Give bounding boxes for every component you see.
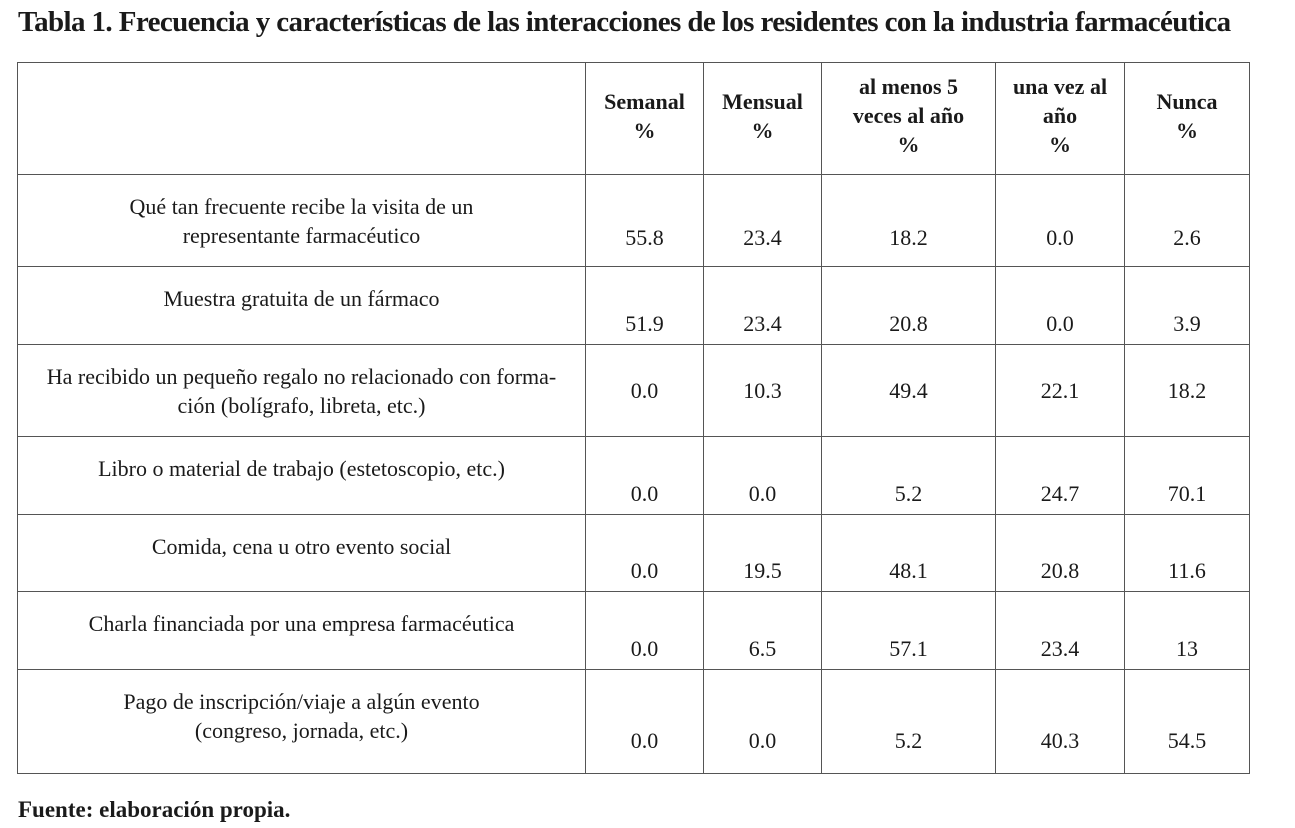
row-label-line: Qué tan frecuente recibe la visita de un bbox=[129, 194, 474, 219]
header-line: Semanal bbox=[604, 88, 685, 114]
row-label-line: ción (bolígrafo, libreta, etc.) bbox=[177, 392, 426, 418]
row-label-line: Pago de inscripción/viaje a algún evento bbox=[123, 689, 480, 714]
source-note: Fuente: elaboración propia. bbox=[18, 797, 291, 822]
row-label: Libro o material de trabajo (estetoscopi… bbox=[17, 436, 586, 515]
header-line: al menos 5 bbox=[859, 74, 958, 99]
cell-una-vez-al-ano: 40.3 bbox=[995, 669, 1125, 774]
column-header-al-menos-5: al menos 5 veces al año % bbox=[821, 62, 996, 175]
row-label-line: Muestra gratuita de un fármaco bbox=[163, 286, 440, 311]
table-row: Qué tan frecuente recibe la visita de un… bbox=[17, 174, 1250, 267]
row-label-line: Libro o material de trabajo (estetoscopi… bbox=[98, 456, 505, 481]
cell-nunca: 2.6 bbox=[1124, 174, 1250, 267]
cell-semanal: 0.0 bbox=[585, 591, 704, 670]
cell-una-vez-al-ano: 0.0 bbox=[995, 174, 1125, 267]
row-label: Pago de inscripción/viaje a algún evento… bbox=[17, 669, 586, 774]
cell-mensual: 0.0 bbox=[703, 436, 822, 515]
row-label-line: Ha recibido un pequeño regalo no relacio… bbox=[46, 363, 557, 389]
header-line: % bbox=[1176, 117, 1198, 143]
table-row: Ha recibido un pequeño regalo no relacio… bbox=[17, 344, 1250, 437]
cell-mensual: 10.3 bbox=[703, 344, 822, 437]
row-label-line: Comida, cena u otro evento social bbox=[151, 534, 452, 559]
cell-una-vez-al-ano: 23.4 bbox=[995, 591, 1125, 670]
header-empty-cell bbox=[17, 62, 586, 175]
cell-nunca: 54.5 bbox=[1124, 669, 1250, 774]
table-header-row: Semanal % Mensual % al menos 5 veces al … bbox=[17, 62, 1250, 175]
cell-mensual: 23.4 bbox=[703, 174, 822, 267]
frequency-table: Semanal % Mensual % al menos 5 veces al … bbox=[17, 62, 1250, 774]
cell-una-vez-al-ano: 0.0 bbox=[995, 266, 1125, 345]
table-row: Comida, cena u otro evento social 0.0 19… bbox=[17, 514, 1250, 592]
column-header-nunca: Nunca % bbox=[1124, 62, 1250, 175]
cell-semanal: 0.0 bbox=[585, 344, 704, 437]
column-header-semanal: Semanal % bbox=[585, 62, 704, 175]
cell-al-menos-5: 20.8 bbox=[821, 266, 996, 345]
cell-mensual: 0.0 bbox=[703, 669, 822, 774]
header-line: % bbox=[633, 117, 656, 143]
header-line: % bbox=[897, 132, 920, 157]
header-line: Mensual bbox=[722, 88, 803, 114]
header-line: año bbox=[1042, 103, 1078, 128]
cell-al-menos-5: 5.2 bbox=[821, 669, 996, 774]
row-label-line: representante farmacéutico bbox=[182, 223, 421, 248]
header-line: % bbox=[1049, 132, 1071, 157]
row-label: Ha recibido un pequeño regalo no relacio… bbox=[17, 344, 586, 437]
cell-una-vez-al-ano: 20.8 bbox=[995, 514, 1125, 592]
cell-al-menos-5: 5.2 bbox=[821, 436, 996, 515]
table-row: Muestra gratuita de un fármaco 51.9 23.4… bbox=[17, 266, 1250, 345]
table-title: Tabla 1. Frecuencia y características de… bbox=[18, 6, 1231, 38]
table-row: Pago de inscripción/viaje a algún evento… bbox=[17, 669, 1250, 774]
row-label: Charla financiada por una empresa farmac… bbox=[17, 591, 586, 670]
cell-al-menos-5: 49.4 bbox=[821, 344, 996, 437]
cell-una-vez-al-ano: 24.7 bbox=[995, 436, 1125, 515]
cell-semanal: 51.9 bbox=[585, 266, 704, 345]
header-line: % bbox=[751, 117, 774, 143]
cell-nunca: 70.1 bbox=[1124, 436, 1250, 515]
cell-al-menos-5: 18.2 bbox=[821, 174, 996, 267]
table-row: Libro o material de trabajo (estetoscopi… bbox=[17, 436, 1250, 515]
cell-mensual: 19.5 bbox=[703, 514, 822, 592]
cell-mensual: 6.5 bbox=[703, 591, 822, 670]
row-label: Qué tan frecuente recibe la visita de un… bbox=[17, 174, 586, 267]
column-header-mensual: Mensual % bbox=[703, 62, 822, 175]
row-label-line: Charla financiada por una empresa farmac… bbox=[88, 611, 515, 636]
cell-mensual: 23.4 bbox=[703, 266, 822, 345]
column-header-una-vez-al-ano: una vez al año % bbox=[995, 62, 1125, 175]
cell-nunca: 3.9 bbox=[1124, 266, 1250, 345]
row-label: Comida, cena u otro evento social bbox=[17, 514, 586, 592]
row-label-line: (congreso, jornada, etc.) bbox=[194, 718, 409, 743]
header-line: Nunca bbox=[1156, 88, 1218, 114]
row-label: Muestra gratuita de un fármaco bbox=[17, 266, 586, 345]
cell-una-vez-al-ano: 22.1 bbox=[995, 344, 1125, 437]
cell-al-menos-5: 57.1 bbox=[821, 591, 996, 670]
cell-semanal: 55.8 bbox=[585, 174, 704, 267]
cell-semanal: 0.0 bbox=[585, 436, 704, 515]
cell-nunca: 13 bbox=[1124, 591, 1250, 670]
cell-nunca: 18.2 bbox=[1124, 344, 1250, 437]
cell-semanal: 0.0 bbox=[585, 514, 704, 592]
header-line: una vez al bbox=[1012, 74, 1108, 99]
cell-al-menos-5: 48.1 bbox=[821, 514, 996, 592]
cell-semanal: 0.0 bbox=[585, 669, 704, 774]
table-row: Charla financiada por una empresa farmac… bbox=[17, 591, 1250, 670]
header-line: veces al año bbox=[852, 103, 965, 128]
cell-nunca: 11.6 bbox=[1124, 514, 1250, 592]
